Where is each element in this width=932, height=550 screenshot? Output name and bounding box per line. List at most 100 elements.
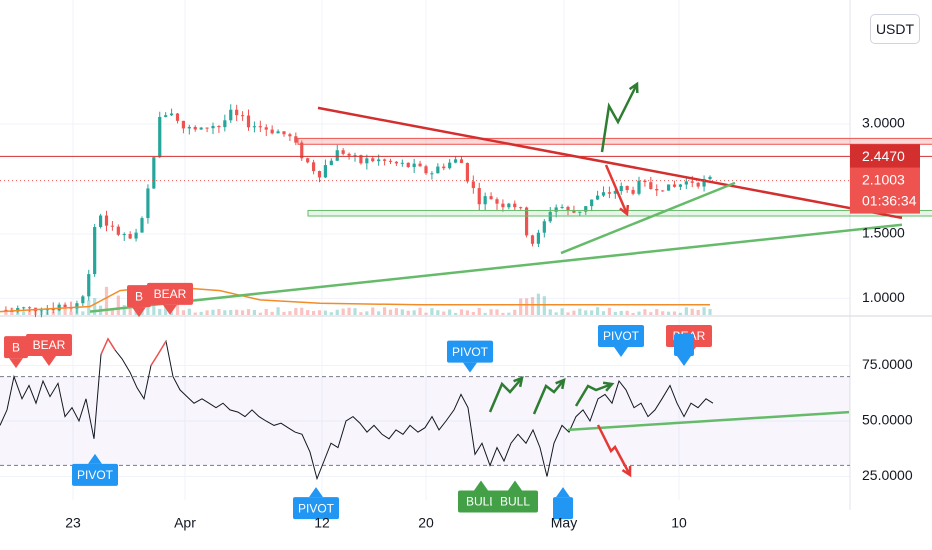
candle-body — [205, 127, 209, 129]
candle-body — [471, 181, 475, 189]
volume-bar — [471, 311, 475, 315]
signal-marker-pointer — [556, 487, 570, 498]
volume-bar — [371, 307, 375, 315]
signal-marker-pointer — [474, 480, 488, 491]
volume-bar — [530, 297, 535, 315]
price-axis-label: 3.0000 — [862, 115, 905, 131]
candle-body — [530, 235, 535, 244]
candle-body — [140, 218, 144, 233]
rsi-bullish-arrow-3-head — [602, 381, 615, 392]
signal-marker-box — [26, 333, 72, 356]
candle-body — [382, 159, 387, 161]
candle-body — [536, 232, 541, 244]
candle-body — [394, 161, 399, 164]
volume-bar — [347, 307, 351, 315]
candle-body — [246, 115, 251, 128]
volume-bar — [69, 311, 73, 315]
signal-marker-label: PIVOT — [603, 329, 640, 343]
candle-body — [359, 155, 363, 164]
volume-bar — [436, 310, 440, 315]
descending-trendline — [317, 106, 903, 220]
candle-body — [4, 309, 8, 311]
signal-marker-pivot — [674, 333, 694, 366]
signal-marker-pointer — [309, 487, 323, 498]
candle-body — [637, 180, 641, 194]
candle-body — [27, 307, 32, 309]
candle-body — [377, 159, 381, 162]
volume-bar — [625, 310, 629, 315]
volume-bar — [430, 308, 434, 315]
volume-bar — [365, 311, 369, 315]
signal-marker-label: PIVOT — [452, 345, 489, 359]
candle-body — [235, 109, 239, 116]
rsi-axis-label: 50.0000 — [862, 412, 913, 428]
signal-marker-label: B — [12, 340, 20, 354]
bearish-projection-arrow — [604, 164, 629, 215]
candle-body — [672, 184, 677, 187]
candle-body — [187, 126, 191, 129]
volume-bar — [382, 307, 387, 315]
volume-bar — [424, 312, 428, 315]
volume-bar — [311, 311, 316, 315]
volume-bar — [595, 307, 600, 315]
candle-body — [128, 234, 132, 239]
signal-marker-pointer — [508, 480, 522, 491]
volume-bar — [116, 295, 120, 315]
signal-marker-label: B — [135, 289, 143, 303]
volume-bar — [323, 310, 328, 315]
candle-body — [696, 182, 700, 187]
price-panel[interactable] — [0, 81, 932, 318]
candle-body — [560, 206, 564, 208]
volume-bar — [33, 307, 38, 315]
signal-marker-bear: B — [127, 285, 151, 318]
candle-body — [116, 226, 120, 235]
volume-bar — [572, 310, 576, 315]
signal-marker-pointer — [9, 358, 23, 369]
volume-bar — [708, 308, 712, 315]
signal-marker-box — [674, 333, 694, 356]
candle-body — [39, 310, 44, 312]
volume-bar — [122, 305, 126, 315]
volume-bar — [217, 309, 221, 315]
volume-bar — [690, 308, 694, 315]
volume-bar — [57, 308, 61, 315]
time-axis-label: 10 — [671, 515, 687, 531]
signal-marker-box — [127, 285, 151, 308]
signal-marker-pivot: PIVOT — [72, 453, 118, 486]
volume-bar — [45, 311, 49, 315]
candle-body — [81, 296, 85, 304]
candle-body — [388, 160, 393, 162]
candle-body — [619, 186, 623, 192]
volume-bar — [335, 309, 339, 315]
rsi-overbought-segment — [100, 337, 116, 355]
volume-bar — [175, 301, 180, 315]
time-axis-label: 12 — [314, 515, 330, 531]
signal-marker-pointer — [132, 307, 146, 318]
signal-marker-label: PIVOT — [298, 501, 335, 515]
candle-body — [75, 303, 79, 309]
currency-selector[interactable]: USDT — [870, 14, 920, 44]
candle-body — [572, 210, 576, 213]
signal-marker-pointer — [614, 347, 628, 358]
rsi-overbought-segment — [150, 340, 167, 366]
volume-bar — [613, 311, 617, 315]
candle-body — [495, 199, 499, 204]
candle-body — [16, 308, 20, 312]
candle-body — [276, 131, 280, 134]
volume-bar — [542, 296, 546, 315]
rsi-panel[interactable]: BBEARPIVOTBBEARPIVOTPIVOTBULLBULLPIVOTBE… — [0, 282, 850, 520]
signal-marker-box — [293, 497, 339, 520]
volume-bar — [412, 310, 416, 315]
volume-bar — [495, 309, 499, 315]
axes: 3.0000 1.5000 1.0000 75.0000 50.0000 25.0000 2… — [65, 115, 920, 531]
candle-body — [288, 134, 292, 137]
signal-marker-bear: BEAR — [147, 282, 193, 315]
candle-body — [489, 196, 493, 200]
signal-marker-pivot: PIVOT — [598, 325, 644, 358]
volume-bar — [235, 309, 239, 315]
signal-marker-box — [492, 490, 538, 513]
volume-bar — [590, 310, 594, 315]
candle-body — [406, 162, 410, 168]
volume-bar — [22, 311, 26, 315]
